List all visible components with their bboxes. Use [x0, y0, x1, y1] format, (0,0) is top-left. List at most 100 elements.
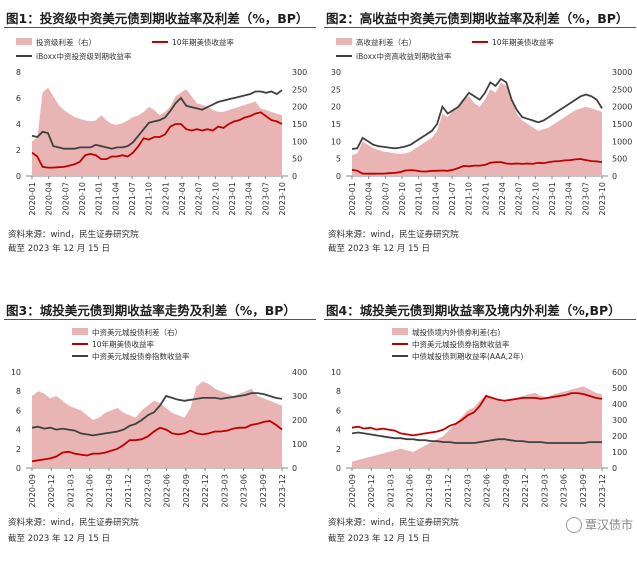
x-tick-label: 2020-12 [367, 474, 376, 507]
x-tick-label: 2023-01 [228, 182, 237, 215]
y-tick-label-left: 2 [336, 445, 341, 454]
x-tick-label: 2022-10 [531, 182, 540, 215]
watermark: 覃汉债市 [565, 516, 633, 533]
title-divider [4, 319, 316, 320]
x-tick-label: 2020-04 [45, 182, 54, 215]
series-area-spread [352, 386, 602, 468]
x-tick-label: 2022-07 [195, 182, 204, 215]
x-tick-label: 2023-03 [540, 474, 549, 507]
x-tick-label: 2023-06 [240, 474, 249, 507]
x-tick-label: 2021-12 [444, 474, 453, 507]
watermark-text: 覃汉债市 [584, 517, 633, 532]
y-tick-label-left: 5 [336, 155, 341, 164]
y-tick-label-right: 0 [292, 464, 297, 473]
x-tick-label: 2022-01 [161, 182, 170, 215]
y-tick-label-right: 400 [612, 400, 627, 409]
date-note: 截至 2023 年 12 月 15 日 [328, 244, 430, 254]
x-tick-label: 2023-07 [261, 182, 270, 215]
x-tick-label: 2021-12 [124, 474, 133, 507]
legend-label: 中债城投债到期收益率(AAA,2年) [412, 351, 523, 361]
y-tick-label-right: 2500 [612, 85, 632, 94]
date-note: 截至 2023 年 12 月 15 日 [328, 534, 430, 544]
x-tick-label: 2022-09 [182, 474, 191, 507]
y-tick-label-right: 3000 [612, 68, 632, 77]
x-tick-label: 2021-06 [406, 474, 415, 507]
x-tick-label: 2023-10 [278, 182, 287, 215]
source-note: 资料来源：wind，民生证券研究院 [328, 518, 459, 528]
x-tick-label: 2021-04 [431, 182, 440, 215]
source-note: 资料来源：wind，民生证券研究院 [8, 518, 139, 528]
series-area-spread [32, 87, 282, 176]
y-tick-label-left: 6 [16, 406, 21, 415]
x-tick-label: 2022-12 [521, 474, 530, 507]
x-tick-label: 2022-03 [143, 474, 152, 507]
y-tick-label-right: 100 [292, 137, 307, 146]
series-line-red [31, 420, 283, 463]
y-tick-label-right: 500 [612, 384, 627, 393]
legend-swatch [336, 38, 352, 45]
y-tick-label-right: 50 [292, 155, 302, 164]
x-tick-label: 2022-10 [211, 182, 220, 215]
date-note: 截至 2023 年 12 月 15 日 [8, 244, 110, 254]
y-tick-label-left: 10 [331, 137, 341, 146]
x-tick-label: 2020-01 [28, 182, 37, 215]
y-tick-label-left: 20 [331, 103, 341, 112]
legend-swatch [16, 38, 32, 45]
y-tick-label-left: 4 [336, 426, 341, 435]
x-tick-label: 2023-03 [220, 474, 229, 507]
chart-svg: 投资级利差（右） 10年期美债收益率 iBoxx中资投资级到期收益率 0 2 4 6 8 0 50… [16, 37, 307, 215]
legend-swatch [392, 328, 408, 335]
x-tick-label: 2021-10 [465, 182, 474, 215]
x-tick-label: 2020-07 [61, 182, 70, 215]
y-tick-label-right: 0 [612, 464, 617, 473]
y-tick-label-right: 100 [292, 440, 307, 449]
source-note: 资料来源：wind，民生证券研究院 [8, 230, 139, 240]
legend-label: iBoxx中资投资级到期收益率 [36, 51, 132, 61]
x-tick-label: 2020-09 [28, 474, 37, 507]
y-tick-label-right: 0 [612, 172, 617, 181]
x-tick-label: 2020-10 [78, 182, 87, 215]
y-tick-label-right: 600 [612, 368, 627, 377]
legend-label: 中资美元城投债利差（右） [92, 327, 182, 337]
x-tick-label: 2022-01 [481, 182, 490, 215]
y-tick-label-left: 4 [16, 120, 21, 129]
x-tick-label: 2021-01 [415, 182, 424, 215]
x-tick-label: 2023-09 [259, 474, 268, 507]
y-tick-label-right: 300 [292, 68, 307, 77]
y-tick-label-left: 0 [16, 172, 21, 181]
x-tick-label: 2022-04 [178, 182, 187, 215]
y-tick-label-left: 8 [336, 387, 341, 396]
y-tick-label-left: 0 [16, 464, 21, 473]
legend-label: 中资美元城投债券指数收益率 [412, 339, 510, 349]
series-line-dark [31, 89, 283, 150]
x-tick-label: 2020-10 [398, 182, 407, 215]
x-tick-label: 2023-09 [579, 474, 588, 507]
source-note: 资料来源：wind，民生证券研究院 [328, 230, 459, 240]
series-line-dark [351, 77, 603, 150]
x-tick-label: 2023-10 [598, 182, 607, 215]
y-tick-label-right: 1500 [612, 120, 632, 129]
x-tick-label: 2021-09 [105, 474, 114, 507]
y-tick-label-left: 10 [331, 368, 341, 377]
chart-panel-4: 图4：城投美元债到期收益率及境内外利差（%,BP） 城投债境内外债券利差(右) 中… [322, 296, 637, 568]
legend-label: 投资级利差（右） [36, 37, 96, 47]
x-tick-label: 2023-01 [548, 182, 557, 215]
x-tick-label: 2021-07 [128, 182, 137, 215]
x-tick-label: 2023-06 [560, 474, 569, 507]
legend-label: 城投债境内外债券利差(右) [412, 327, 500, 337]
title-divider [324, 27, 636, 28]
y-tick-label-left: 0 [336, 464, 341, 473]
y-tick-label-right: 300 [292, 392, 307, 401]
x-tick-label: 2021-01 [95, 182, 104, 215]
x-tick-label: 2022-07 [515, 182, 524, 215]
y-tick-label-left: 2 [16, 146, 21, 155]
x-tick-label: 2021-10 [145, 182, 154, 215]
y-tick-label-left: 0 [336, 172, 341, 181]
y-tick-label-right: 200 [612, 432, 627, 441]
chart-title: 图3：城投美元债到期收益率走势及利差（%，BP） [6, 303, 296, 318]
y-tick-label-left: 4 [16, 426, 21, 435]
series-line-red [351, 392, 603, 437]
y-tick-label-left: 10 [11, 368, 21, 377]
y-tick-label-left: 8 [16, 68, 21, 77]
